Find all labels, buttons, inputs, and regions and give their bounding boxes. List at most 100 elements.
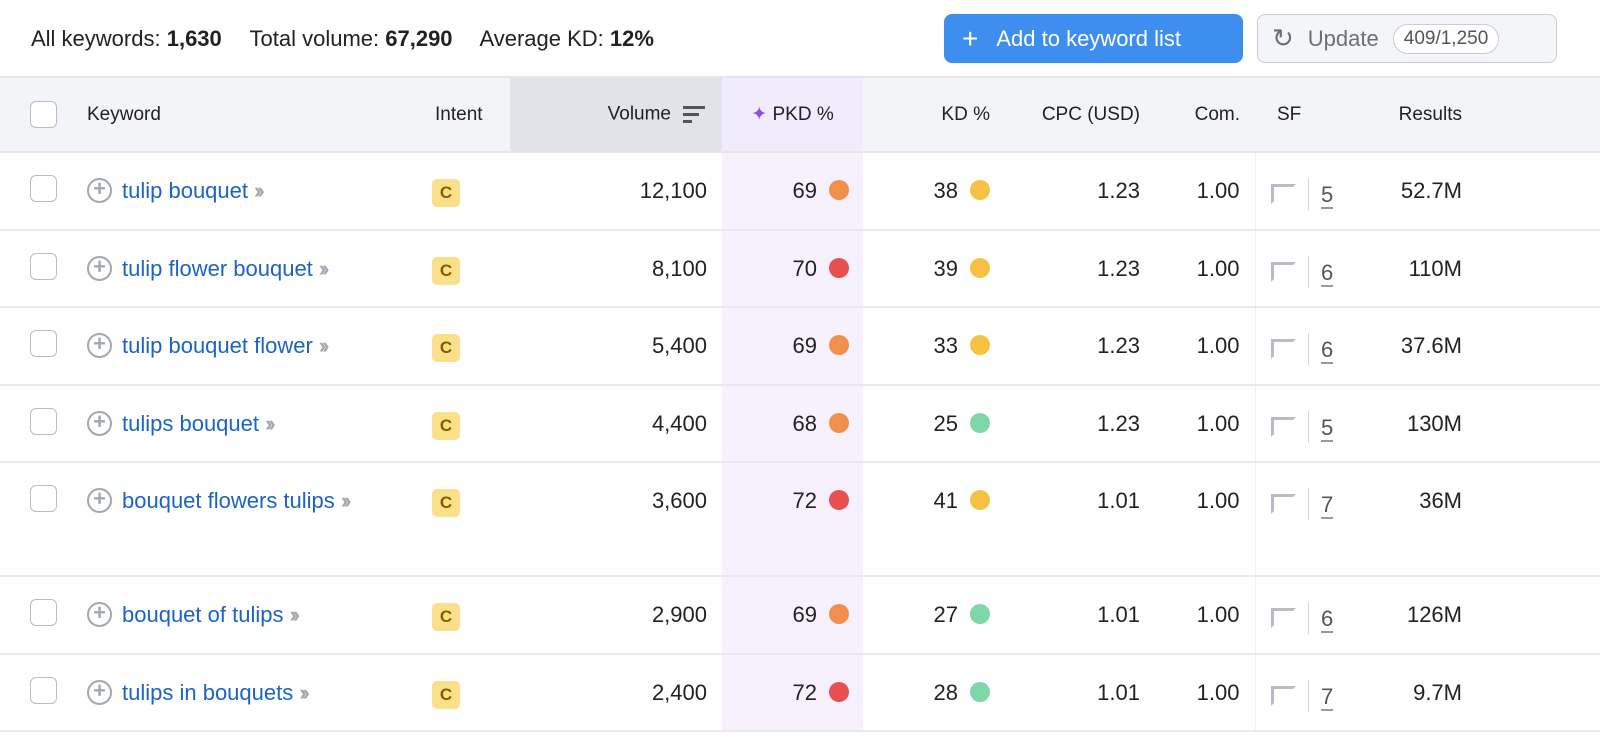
- cpc-value: 1.23: [1005, 384, 1155, 463]
- results-value: 37.6M: [1350, 307, 1472, 386]
- add-keyword-icon[interactable]: +: [87, 178, 112, 203]
- add-keyword-icon[interactable]: +: [87, 410, 112, 436]
- kd-value: 39: [933, 255, 958, 281]
- col-kd[interactable]: KD %: [863, 76, 1005, 153]
- toolbar: All keywords: 1,630 Total volume: 67,290…: [0, 0, 1600, 76]
- table-row: + bouquet of tulips ›› C 2,900 69 27 1.01 …: [0, 576, 1600, 655]
- row-checkbox[interactable]: [30, 252, 57, 280]
- sf-count[interactable]: 7: [1321, 683, 1334, 711]
- pkd-dot-icon: [829, 335, 849, 355]
- com-value: 1.00: [1155, 229, 1255, 308]
- sparkle-icon: ✦: [751, 104, 768, 125]
- kd-dot-icon: [970, 604, 990, 624]
- kd-value: 27: [933, 602, 958, 627]
- double-chevron-icon[interactable]: ››: [289, 602, 299, 627]
- row-checkbox[interactable]: [30, 175, 57, 202]
- sf-count[interactable]: 5: [1321, 182, 1334, 209]
- col-keyword[interactable]: Keyword: [87, 76, 420, 153]
- all-keywords-label: All keywords:: [31, 26, 161, 51]
- select-all-checkbox[interactable]: [30, 101, 57, 128]
- kd-value: 33: [933, 333, 958, 358]
- keyword-link[interactable]: tulips bouquet: [122, 410, 259, 436]
- results-value: 9.7M: [1350, 653, 1472, 732]
- kd-value: 28: [933, 679, 958, 705]
- col-volume[interactable]: Volume: [510, 76, 722, 153]
- sf-count[interactable]: 7: [1321, 492, 1334, 519]
- serp-features-icon[interactable]: [1270, 339, 1296, 359]
- table-row: + tulip bouquet flower ›› C 5,400 69 33 1.…: [0, 307, 1600, 386]
- col-sf[interactable]: SF: [1255, 76, 1350, 153]
- sf-count[interactable]: 6: [1321, 259, 1334, 287]
- pkd-dot-icon: [829, 412, 849, 433]
- intent-badge: C: [432, 680, 460, 709]
- divider: [1307, 488, 1309, 520]
- pkd-value: 70: [792, 255, 817, 281]
- pkd-dot-icon: [829, 604, 849, 624]
- keyword-link[interactable]: bouquet flowers tulips: [122, 488, 335, 513]
- double-chevron-icon[interactable]: ››: [340, 488, 351, 513]
- serp-features-icon[interactable]: [1270, 184, 1296, 204]
- serp-features-icon[interactable]: [1270, 685, 1296, 706]
- results-value: 36M: [1350, 462, 1472, 577]
- sf-count[interactable]: 6: [1321, 606, 1334, 633]
- serp-features-icon[interactable]: [1270, 494, 1296, 514]
- volume-value: 2,900: [510, 576, 722, 655]
- pkd-value: 69: [792, 602, 817, 627]
- row-checkbox[interactable]: [30, 485, 57, 512]
- add-keyword-icon[interactable]: +: [87, 333, 112, 358]
- divider: [1307, 255, 1309, 288]
- intent-badge: C: [432, 489, 460, 517]
- keyword-link[interactable]: tulip flower bouquet: [122, 255, 313, 281]
- double-chevron-icon[interactable]: ››: [299, 679, 309, 705]
- com-value: 1.00: [1155, 152, 1255, 231]
- double-chevron-icon[interactable]: ››: [318, 333, 329, 358]
- add-to-keyword-list-button[interactable]: + Add to keyword list: [944, 14, 1243, 63]
- table-row: + tulip bouquet ›› C 12,100 69 38 1.23 1.0…: [0, 152, 1600, 231]
- keywords-table: Keyword Intent Volume ✦ PKD % KD % CPC (…: [0, 76, 1600, 732]
- divider: [1307, 410, 1309, 443]
- add-keyword-icon[interactable]: +: [87, 255, 112, 281]
- keyword-link[interactable]: tulip bouquet flower: [122, 333, 313, 358]
- double-chevron-icon[interactable]: ››: [265, 410, 275, 436]
- summary-stats: All keywords: 1,630 Total volume: 67,290…: [31, 26, 676, 52]
- cpc-value: 1.01: [1005, 462, 1155, 577]
- col-intent[interactable]: Intent: [420, 76, 510, 153]
- col-results[interactable]: Results: [1350, 76, 1472, 153]
- double-chevron-icon[interactable]: ››: [318, 255, 329, 281]
- divider: [1307, 333, 1309, 365]
- row-checkbox[interactable]: [30, 599, 57, 626]
- intent-badge: C: [432, 603, 460, 631]
- kd-dot-icon: [970, 412, 990, 433]
- volume-value: 12,100: [510, 152, 722, 231]
- serp-features-icon[interactable]: [1270, 416, 1296, 437]
- update-button[interactable]: ↻ Update 409/1,250: [1257, 14, 1557, 63]
- intent-badge: C: [432, 334, 460, 362]
- col-pkd[interactable]: ✦ PKD %: [722, 76, 863, 153]
- sf-count[interactable]: 6: [1321, 337, 1334, 364]
- kd-dot-icon: [970, 681, 990, 702]
- row-checkbox[interactable]: [30, 330, 57, 357]
- add-keyword-icon[interactable]: +: [87, 602, 112, 627]
- pkd-value: 68: [792, 410, 817, 436]
- keyword-link[interactable]: tulip bouquet: [122, 178, 248, 203]
- double-chevron-icon[interactable]: ››: [254, 178, 264, 203]
- col-cpc[interactable]: CPC (USD): [1005, 76, 1155, 153]
- add-keyword-icon[interactable]: +: [87, 679, 112, 705]
- keyword-link[interactable]: bouquet of tulips: [122, 602, 284, 627]
- volume-value: 5,400: [510, 307, 722, 386]
- add-keyword-icon[interactable]: +: [87, 488, 112, 513]
- pkd-value: 69: [792, 178, 817, 203]
- serp-features-icon[interactable]: [1270, 608, 1296, 628]
- cpc-value: 1.01: [1005, 576, 1155, 655]
- row-checkbox[interactable]: [30, 407, 57, 435]
- sf-count[interactable]: 5: [1321, 414, 1334, 442]
- pkd-value: 72: [792, 679, 817, 705]
- all-keywords-value: 1,630: [166, 26, 222, 51]
- col-com[interactable]: Com.: [1155, 76, 1255, 153]
- serp-features-icon[interactable]: [1270, 261, 1296, 282]
- keyword-link[interactable]: tulips in bouquets: [122, 679, 294, 705]
- pkd-dot-icon: [829, 257, 849, 278]
- row-checkbox[interactable]: [30, 676, 57, 704]
- pkd-label: PKD %: [772, 104, 834, 125]
- com-value: 1.00: [1155, 653, 1255, 732]
